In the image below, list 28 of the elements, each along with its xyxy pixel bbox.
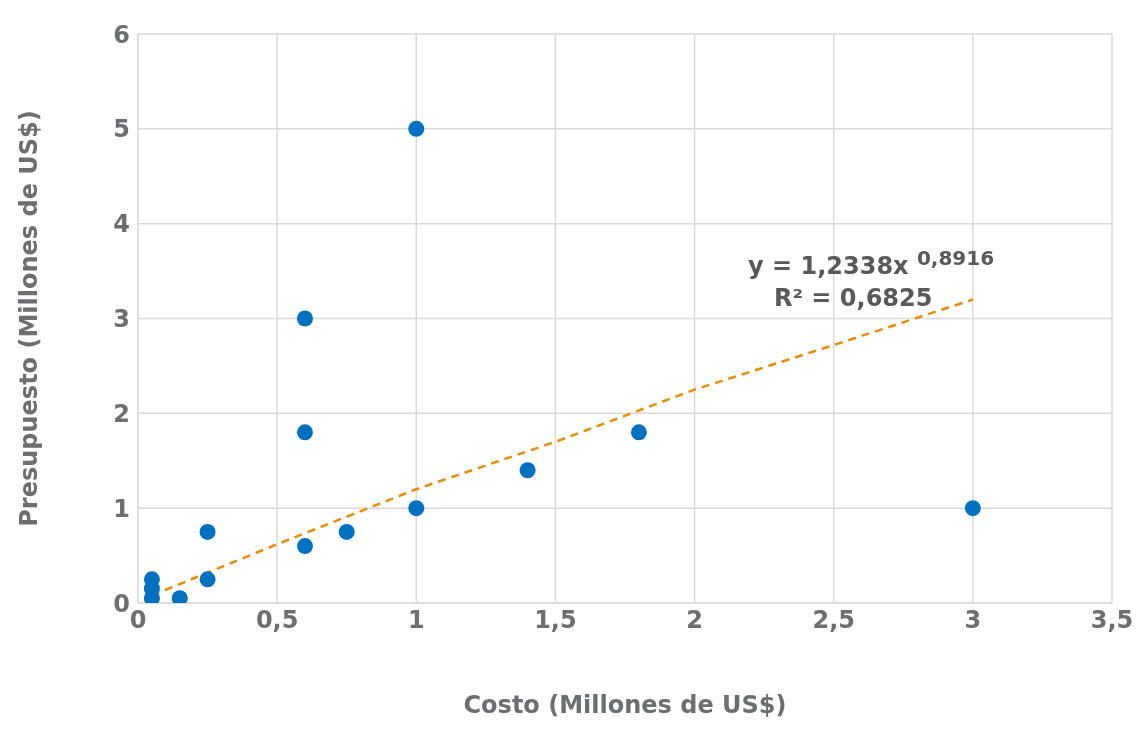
annotation: y = 1,2338x $^{0,8916}$: [748, 246, 995, 280]
x-tick-label: 1: [407, 606, 425, 635]
y-axis-title: Presupuesto (Millones de US$): [14, 110, 43, 527]
y-tick-label: 5: [113, 115, 130, 144]
x-tick-label: 3,5: [1090, 606, 1134, 635]
point: [296, 538, 313, 555]
y-tick-label: 4: [113, 210, 130, 239]
y-tick-label: 6: [113, 20, 130, 49]
point: [630, 424, 647, 441]
point: [408, 500, 425, 517]
annotation: R² = 0,6825: [774, 284, 933, 312]
x-tick-label: 0,5: [255, 606, 299, 635]
point: [408, 120, 425, 137]
point: [338, 523, 355, 540]
y-tick-label: 3: [113, 305, 130, 334]
y-tick-label: 2: [113, 399, 130, 428]
x-tick-label: 1,5: [534, 606, 577, 635]
x-tick-label: 2: [686, 606, 703, 635]
x-axis-title: Costo (Millones de US$): [463, 691, 787, 719]
x-tick-label: 2,5: [812, 606, 855, 635]
point: [199, 571, 216, 588]
point: [296, 424, 313, 441]
point: [519, 462, 536, 479]
x-tick-label: 3: [964, 606, 982, 635]
point: [964, 500, 981, 517]
point: [199, 523, 216, 540]
y-tick-label: 1: [113, 494, 130, 523]
point: [296, 310, 313, 327]
